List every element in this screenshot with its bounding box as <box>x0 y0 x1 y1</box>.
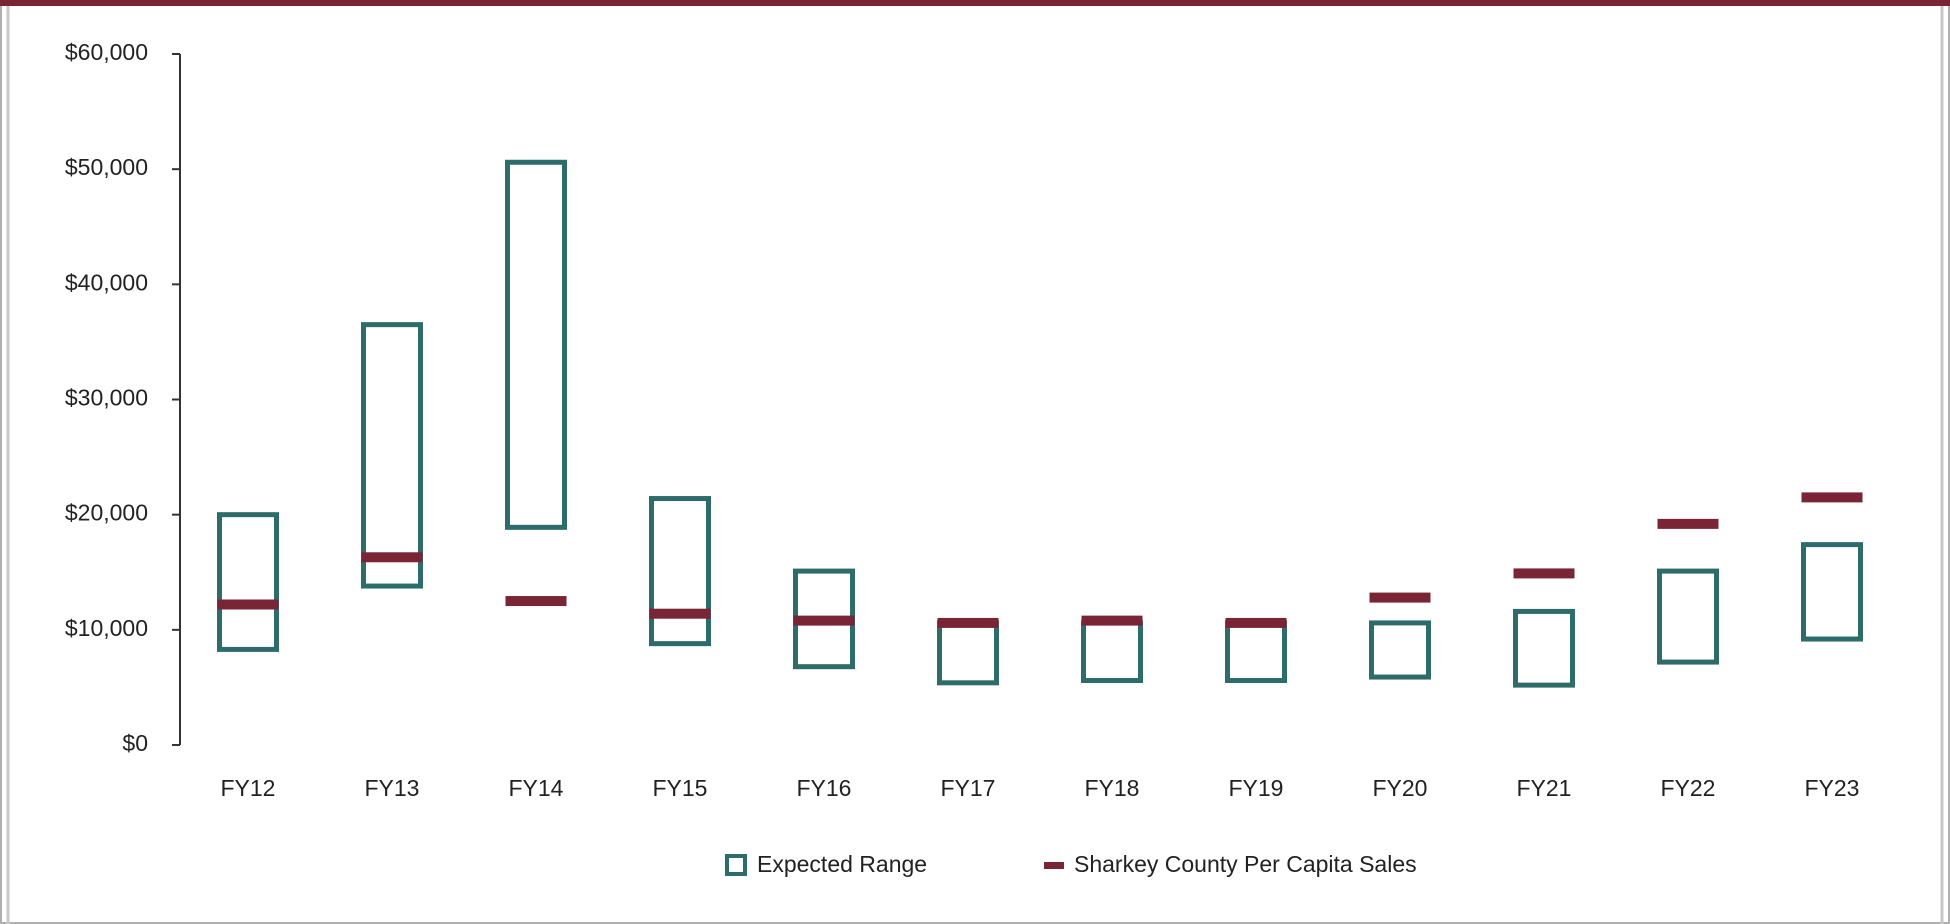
x-tick-label: FY23 <box>1805 775 1860 801</box>
value-marker <box>793 615 855 626</box>
y-tick-label: $30,000 <box>65 385 148 411</box>
value-marker <box>361 552 423 563</box>
range-box <box>1513 608 1575 688</box>
range-box <box>649 496 711 647</box>
range-box <box>1369 620 1431 680</box>
x-tick-label: FY16 <box>797 775 852 801</box>
x-tick-label: FY22 <box>1661 775 1716 801</box>
legend-swatch <box>1044 862 1064 869</box>
x-tick-label: FY18 <box>1085 775 1140 801</box>
value-marker <box>1513 568 1575 579</box>
y-tick-label: $50,000 <box>65 154 148 180</box>
top-band <box>0 0 1950 6</box>
y-tick-label: $10,000 <box>65 615 148 641</box>
x-tick-label: FY21 <box>1517 775 1572 801</box>
value-marker <box>1801 492 1863 503</box>
x-tick-label: FY19 <box>1229 775 1284 801</box>
x-tick-label: FY14 <box>509 775 564 801</box>
x-tick-label: FY15 <box>653 775 708 801</box>
x-tick-label: FY13 <box>365 775 420 801</box>
value-marker <box>1081 615 1143 626</box>
value-marker <box>1657 518 1719 529</box>
value-marker <box>937 617 999 628</box>
range-box <box>217 512 279 652</box>
value-marker <box>505 596 567 607</box>
y-tick-label: $0 <box>122 730 148 756</box>
legend-swatch <box>725 854 747 876</box>
legend-label: Sharkey County Per Capita Sales <box>1074 851 1417 877</box>
value-marker <box>217 599 279 610</box>
x-tick-label: FY17 <box>941 775 996 801</box>
value-marker <box>1369 592 1431 603</box>
legend-label: Expected Range <box>757 851 927 877</box>
range-box <box>1657 568 1719 665</box>
value-marker <box>1225 617 1287 628</box>
x-tick-label: FY20 <box>1373 775 1428 801</box>
range-box <box>1801 542 1863 642</box>
range-box <box>505 159 567 530</box>
y-tick-label: $60,000 <box>65 39 148 65</box>
value-marker <box>649 608 711 619</box>
x-tick-label: FY12 <box>221 775 276 801</box>
y-tick-label: $40,000 <box>65 269 148 295</box>
range-box <box>361 322 423 589</box>
y-tick-label: $20,000 <box>65 500 148 526</box>
